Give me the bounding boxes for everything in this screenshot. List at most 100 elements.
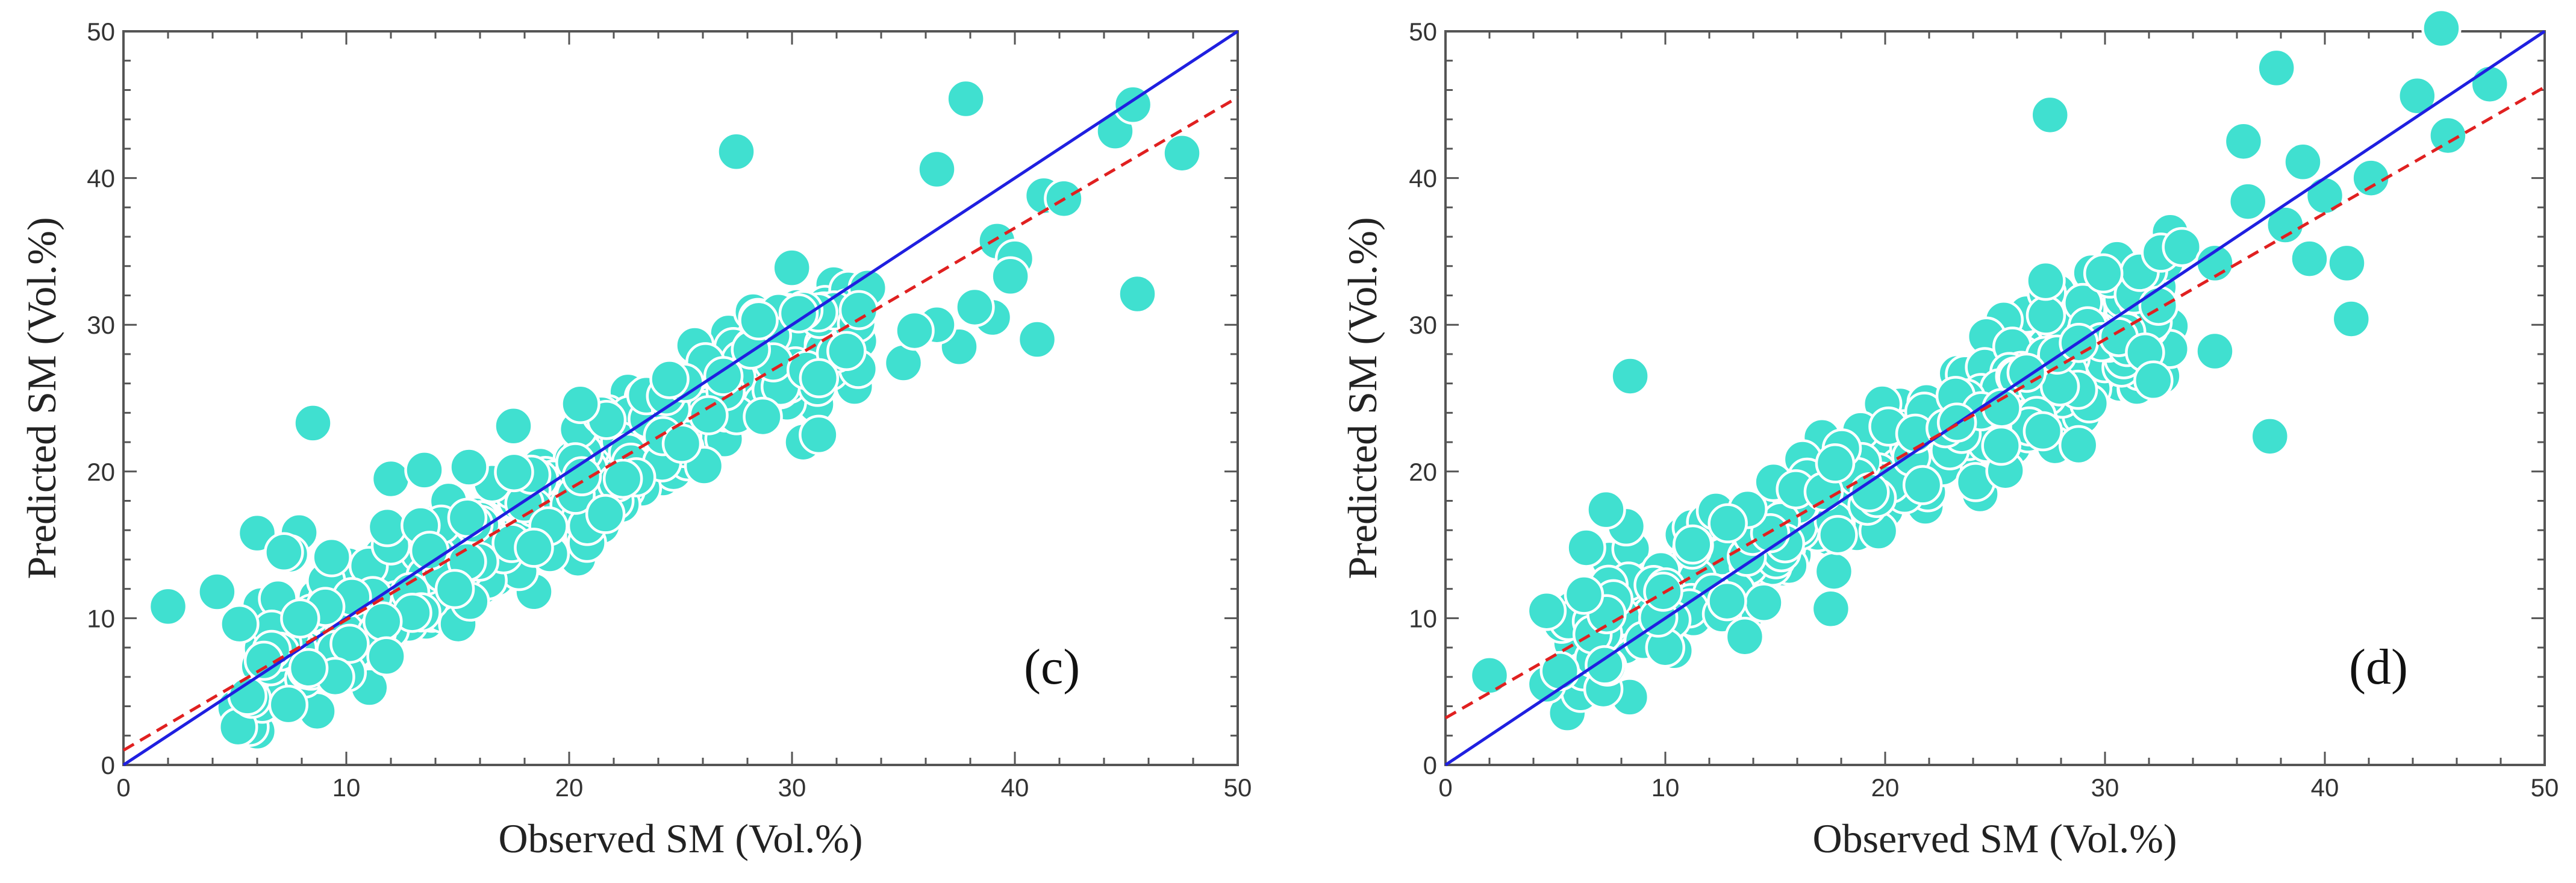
data-point	[2083, 253, 2124, 294]
data-point	[1724, 616, 1765, 657]
regression-fit-line	[122, 96, 1239, 752]
data-point	[366, 636, 407, 676]
data-point	[602, 458, 643, 499]
data-point	[2289, 239, 2330, 279]
x-tick-label: 50	[2531, 773, 2559, 802]
data-point	[917, 149, 957, 190]
data-point	[2421, 8, 2462, 49]
data-point	[2138, 285, 2179, 326]
data-point	[799, 414, 839, 455]
data-point	[1017, 319, 1058, 360]
x-tick-label: 0	[1438, 773, 1452, 802]
data-point	[2228, 181, 2268, 222]
data-point	[738, 300, 779, 341]
x-tick-labels: 0 10 20 30 40 50	[1438, 773, 2559, 802]
y-tick-labels: 0 10 20 30 40 50	[87, 17, 115, 779]
data-point	[2469, 64, 2510, 104]
data-point	[197, 572, 237, 612]
x-tick-label: 10	[332, 773, 361, 802]
data-point	[1610, 356, 1650, 396]
data-point	[2022, 411, 2063, 452]
data-point	[2256, 48, 2297, 89]
y-tick-label: 10	[1409, 604, 1437, 632]
data-point	[799, 358, 840, 399]
y-tick-label: 50	[1409, 17, 1437, 46]
y-tick-label: 40	[1409, 164, 1437, 193]
data-point	[1564, 575, 1605, 615]
data-point	[264, 532, 304, 573]
data-point	[2223, 121, 2264, 161]
data-point	[585, 494, 626, 534]
data-point	[494, 452, 534, 493]
panel-label: (d)	[2349, 639, 2408, 695]
data-point	[1707, 581, 1747, 622]
data-point	[1539, 651, 1580, 691]
data-point	[367, 507, 408, 548]
data-point	[2428, 115, 2468, 156]
data-point	[2397, 75, 2437, 116]
data-point	[1818, 514, 1858, 555]
x-tick-label: 0	[116, 773, 130, 802]
panel-label: (c)	[1024, 639, 1080, 695]
data-point	[894, 310, 935, 351]
data-point	[743, 396, 783, 437]
data-point	[2304, 175, 2345, 216]
data-point	[1526, 590, 1567, 631]
data-point	[1586, 489, 1626, 530]
data-point	[2327, 243, 2367, 284]
data-point	[329, 623, 370, 664]
data-point	[1566, 528, 1606, 568]
y-tick-label: 30	[87, 311, 115, 339]
data-point	[1744, 582, 1784, 623]
data-point	[219, 604, 260, 644]
y-axis-label: Predicted SM (Vol.%)	[19, 217, 64, 579]
scatter-panel-c: 0 10 20 30 40 50 0 10 20 30 40 50 (c) Ob…	[19, 17, 1252, 861]
x-tick-label: 10	[1651, 773, 1680, 802]
data-point	[449, 447, 489, 487]
data-point	[1673, 524, 1713, 565]
data-point	[434, 569, 475, 610]
scatter-points	[148, 78, 1202, 752]
data-point	[778, 293, 819, 334]
tick-marks	[122, 30, 1239, 766]
x-tick-label: 30	[2091, 773, 2119, 802]
data-point	[1813, 551, 1854, 591]
data-point	[2030, 95, 2070, 136]
data-point	[560, 384, 600, 424]
data-point	[2026, 260, 2066, 301]
data-point	[772, 248, 812, 288]
y-axis-label: Predicted SM (Vol.%)	[1339, 217, 1385, 579]
data-point	[661, 423, 702, 464]
data-point	[990, 256, 1031, 297]
data-point	[2331, 299, 2372, 339]
data-point	[2351, 158, 2391, 198]
data-point	[148, 586, 189, 627]
data-point	[1585, 645, 1625, 685]
data-point	[716, 131, 756, 172]
data-point	[288, 647, 329, 688]
x-tick-label: 20	[555, 773, 584, 802]
data-point	[363, 601, 403, 641]
data-point	[2162, 226, 2202, 267]
data-point	[2026, 295, 2066, 335]
data-point	[2133, 360, 2174, 401]
data-point	[311, 537, 352, 578]
y-tick-label: 50	[87, 17, 115, 46]
data-point	[2283, 142, 2323, 183]
data-point	[447, 498, 488, 538]
data-point	[955, 287, 995, 328]
data-point	[1902, 465, 1943, 505]
x-tick-label: 30	[778, 773, 806, 802]
data-point	[1815, 443, 1856, 484]
scatter-points	[1469, 8, 2510, 733]
data-point	[1810, 588, 1851, 629]
data-point	[268, 684, 309, 725]
data-point	[703, 356, 744, 396]
x-tick-label: 40	[2311, 773, 2339, 802]
data-point	[293, 403, 333, 443]
x-axis-label: Observed SM (Vol.%)	[1812, 816, 2177, 861]
tick-marks	[1444, 30, 2546, 766]
one-to-one-line	[1444, 30, 2546, 767]
data-point	[404, 450, 444, 490]
y-tick-label: 40	[87, 164, 115, 193]
